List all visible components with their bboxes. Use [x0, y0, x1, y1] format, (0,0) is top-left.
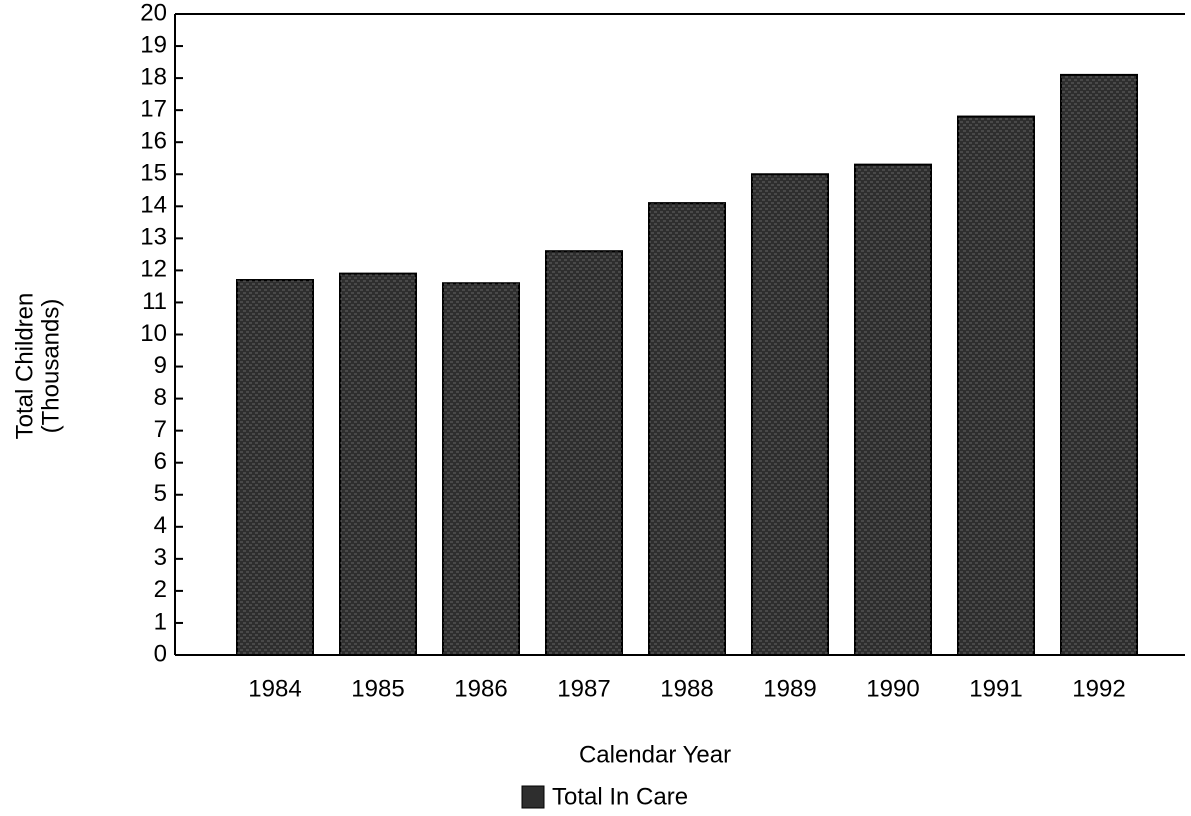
x-tick-label: 1991 [969, 675, 1022, 702]
legend-label: Total In Care [552, 783, 688, 810]
bar-texture [649, 203, 725, 655]
x-axis-label: Calendar Year [579, 741, 731, 768]
y-tick-label: 17 [140, 95, 167, 122]
y-tick-label: 14 [140, 192, 167, 219]
y-tick-label: 18 [140, 63, 167, 90]
bar-texture [752, 174, 828, 655]
bar-texture [237, 280, 313, 655]
x-tick-label: 1985 [351, 675, 404, 702]
y-tick-label: 16 [140, 128, 167, 155]
x-tick-label: 1984 [248, 675, 301, 702]
y-tick-label: 11 [142, 288, 167, 315]
x-tick-label: 1989 [763, 675, 816, 702]
y-tick-label: 7 [154, 416, 167, 443]
y-tick-label: 8 [154, 384, 167, 411]
y-tick-label: 1 [154, 608, 167, 635]
y-tick-label: 9 [154, 352, 167, 379]
bar-texture [443, 283, 519, 655]
y-tick-label: 0 [154, 640, 167, 667]
legend-swatch [521, 785, 545, 809]
bar-texture [546, 251, 622, 656]
bar-texture [958, 116, 1034, 655]
y-tick-label: 10 [140, 320, 167, 347]
y-axis-label: Total Children [11, 293, 38, 440]
x-tick-label: 1987 [557, 675, 610, 702]
y-tick-label: 12 [140, 256, 167, 283]
bar-texture [1061, 74, 1137, 655]
y-tick-label: 19 [140, 31, 167, 58]
x-tick-label: 1986 [454, 675, 507, 702]
x-tick-label: 1988 [660, 675, 713, 702]
y-axis-label: (Thousands) [37, 299, 64, 434]
y-tick-label: 6 [154, 448, 167, 475]
y-tick-label: 4 [154, 512, 167, 539]
bar-texture [855, 164, 931, 655]
y-tick-label: 3 [154, 544, 167, 571]
y-tick-label: 20 [140, 0, 167, 26]
y-tick-label: 15 [140, 160, 167, 187]
bar-texture [340, 273, 416, 655]
x-tick-label: 1990 [866, 675, 919, 702]
y-tick-label: 13 [140, 224, 167, 251]
x-tick-label: 1992 [1072, 675, 1125, 702]
y-tick-label: 5 [154, 480, 167, 507]
y-tick-label: 2 [154, 576, 167, 603]
